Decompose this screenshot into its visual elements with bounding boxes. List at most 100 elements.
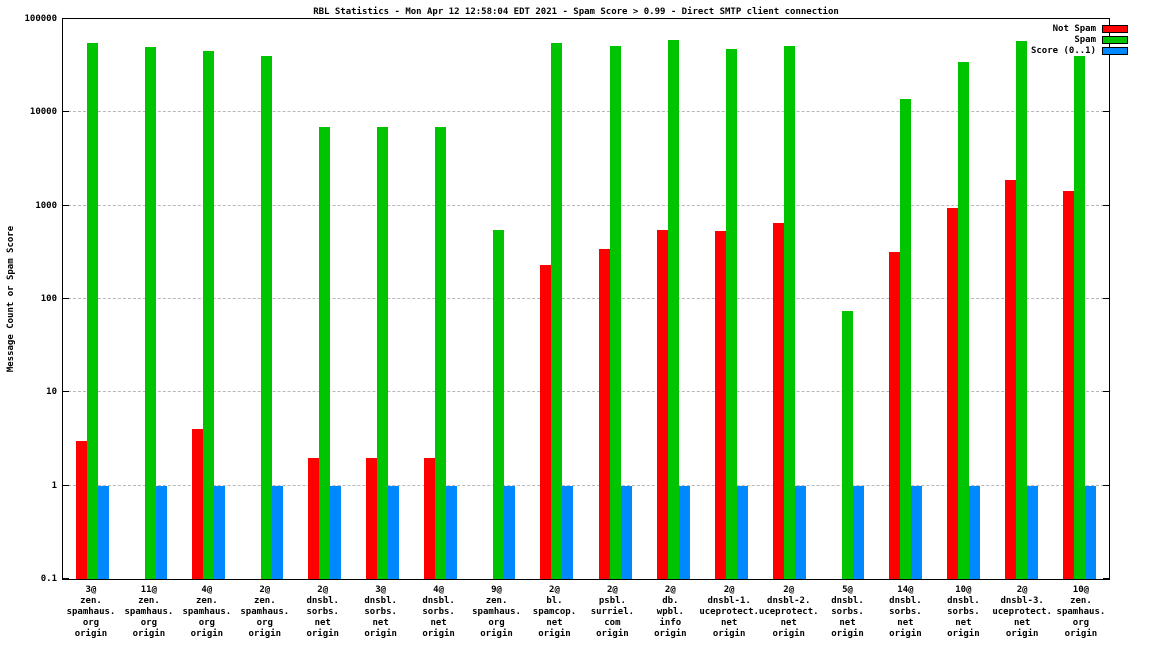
y-tick-label: 1000 (35, 200, 57, 211)
bar-spam (609, 45, 621, 579)
bar-spam (493, 229, 505, 579)
gridline (63, 204, 1109, 206)
bar-score-0-1 (736, 485, 748, 579)
bar-group (412, 19, 470, 579)
bar-not-spam (714, 231, 726, 579)
gridline (63, 298, 1109, 299)
bar-not-spam (307, 457, 319, 579)
legend-label: Spam (1074, 35, 1096, 45)
x-category-label: 2@ bl. spamcop. net origin (532, 585, 577, 639)
y-tick-label: 100 (40, 294, 57, 304)
x-category-label: 3@ zen. spamhaus. org origin (66, 585, 116, 639)
y-tick-label: 0.1 (40, 574, 57, 584)
bar-spam (202, 51, 214, 579)
bar-not-spam (540, 265, 552, 579)
legend-item: Spam (1031, 35, 1128, 45)
bar-not-spam (772, 223, 784, 579)
legend: Not Spam Spam Score (0..1) (1031, 24, 1128, 56)
x-category-label: 9@ zen. spamhaus. org origin (472, 585, 521, 639)
bar-group (644, 19, 702, 579)
bar-group (179, 19, 237, 579)
axis-tick-mark (1103, 578, 1109, 579)
bar-not-spam (947, 207, 959, 579)
x-category-label: 2@ dnsbl-2. uceprotect. net origin (758, 585, 819, 639)
bar-spam (783, 45, 795, 579)
axis-tick-mark (63, 111, 69, 113)
bar-not-spam (1063, 190, 1075, 579)
bar-group (702, 19, 760, 579)
axis-tick-mark (1103, 18, 1109, 19)
x-category-label: 3@ dnsbl. sorbs. net origin (364, 585, 397, 639)
bar-spam (551, 43, 563, 579)
bar-group (121, 19, 179, 579)
bar-group (63, 19, 121, 579)
bar-group (354, 19, 412, 579)
bar-spam (260, 56, 272, 579)
bar-score-0-1 (446, 485, 458, 579)
x-category-label: 2@ db. wpbl. info origin (654, 585, 687, 639)
gridline (63, 484, 1109, 486)
bar-spam (900, 98, 912, 579)
bar-score-0-1 (1027, 485, 1039, 579)
axis-tick-mark (1103, 111, 1109, 113)
x-category-label: 2@ dnsbl-1. uceprotect. net origin (699, 585, 759, 639)
bar-group (295, 19, 353, 579)
bar-spam (725, 48, 737, 579)
bar-score-0-1 (678, 485, 690, 579)
x-category-label: 10@ dnsbl. sorbs. net origin (947, 585, 980, 639)
gridline (63, 111, 1109, 113)
bar-group (1051, 19, 1109, 579)
bar-not-spam (191, 429, 203, 579)
axis-tick-mark (1103, 484, 1109, 486)
bar-group (877, 19, 935, 579)
legend-item: Not Spam (1031, 24, 1128, 34)
x-category-label: 2@ dnsbl. sorbs. net origin (306, 585, 339, 639)
bar-score-0-1 (562, 485, 574, 579)
bar-group (818, 19, 876, 579)
axis-tick-mark (1103, 298, 1109, 299)
bar-not-spam (366, 457, 378, 579)
axis-tick-mark (63, 204, 69, 206)
axis-tick-mark (63, 484, 69, 486)
x-category-label: 4@ zen. spamhaus. org origin (182, 585, 232, 639)
x-category-label: 2@ dnsbl-3. uceprotect. net origin (992, 585, 1052, 639)
bar-groups (63, 19, 1109, 579)
y-tick-label: 100000 (24, 14, 57, 24)
x-category-label: 2@ psbl. surriel. com origin (590, 585, 635, 639)
bar-score-0-1 (911, 485, 923, 579)
y-tick-label: 10 (46, 387, 57, 398)
chart-title: RBL Statistics - Mon Apr 12 12:58:04 EDT… (313, 7, 839, 17)
x-category-label: 5@ dnsbl. sorbs. net origin (831, 585, 864, 639)
legend-item: Score (0..1) (1031, 46, 1128, 56)
bar-spam (435, 126, 447, 579)
y-axis-label: Message Count or Spam Score (6, 225, 16, 373)
legend-label: Score (0..1) (1030, 46, 1096, 56)
axis-tick-mark (63, 18, 69, 19)
bar-not-spam (889, 251, 901, 579)
bar-spam (318, 126, 330, 579)
bar-not-spam (75, 441, 87, 579)
axis-tick-mark (1103, 204, 1109, 206)
bar-score-0-1 (213, 485, 225, 579)
x-category-label: 14@ dnsbl. sorbs. net origin (889, 585, 922, 639)
bar-group (470, 19, 528, 579)
bar-not-spam (656, 229, 668, 579)
axis-tick-mark (63, 298, 69, 299)
bar-spam (958, 61, 970, 579)
bar-spam (144, 47, 156, 579)
legend-swatch (1102, 36, 1128, 44)
bar-spam (841, 310, 853, 579)
legend-swatch (1102, 25, 1128, 33)
y-tick-label: 10000 (29, 107, 57, 118)
x-category-label: 2@ zen. spamhaus. org origin (240, 585, 290, 639)
x-category-label: 4@ dnsbl. sorbs. net origin (422, 585, 455, 639)
bar-score-0-1 (969, 485, 981, 579)
bar-group (237, 19, 295, 579)
bar-spam (1016, 41, 1028, 579)
bar-group (528, 19, 586, 579)
bar-group (760, 19, 818, 579)
bar-not-spam (598, 249, 610, 579)
y-tick-label: 1 (51, 480, 57, 491)
bar-spam (377, 126, 389, 579)
x-category-label: 11@ zen. spamhaus. org origin (124, 585, 174, 639)
